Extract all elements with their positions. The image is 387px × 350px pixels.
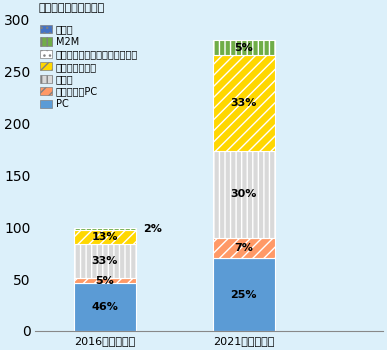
Text: 5%: 5%: [96, 276, 114, 286]
Bar: [74, 228, 136, 230]
Text: 2%: 2%: [143, 224, 162, 234]
Text: 33%: 33%: [92, 256, 118, 266]
Bar: [212, 40, 275, 55]
Legend: その他, M2M, スマートフォン以外の携帯電話, スマートフォン, テレビ, タブレットPC, PC: その他, M2M, スマートフォン以外の携帯電話, スマートフォン, テレビ, …: [40, 25, 138, 109]
Text: 5%: 5%: [235, 43, 253, 52]
Text: 30%: 30%: [231, 189, 257, 200]
Text: 46%: 46%: [91, 302, 118, 312]
Bar: [212, 55, 275, 151]
Bar: [212, 258, 275, 331]
Bar: [74, 283, 136, 331]
Text: 25%: 25%: [231, 290, 257, 300]
Bar: [212, 151, 275, 238]
Bar: [74, 244, 136, 278]
Text: 33%: 33%: [231, 98, 257, 108]
Bar: [212, 238, 275, 258]
Bar: [74, 230, 136, 244]
Text: 7%: 7%: [235, 243, 253, 253]
Text: 13%: 13%: [92, 232, 118, 242]
Text: （エクサバイト／月）: （エクサバイト／月）: [39, 4, 105, 13]
Bar: [74, 278, 136, 283]
